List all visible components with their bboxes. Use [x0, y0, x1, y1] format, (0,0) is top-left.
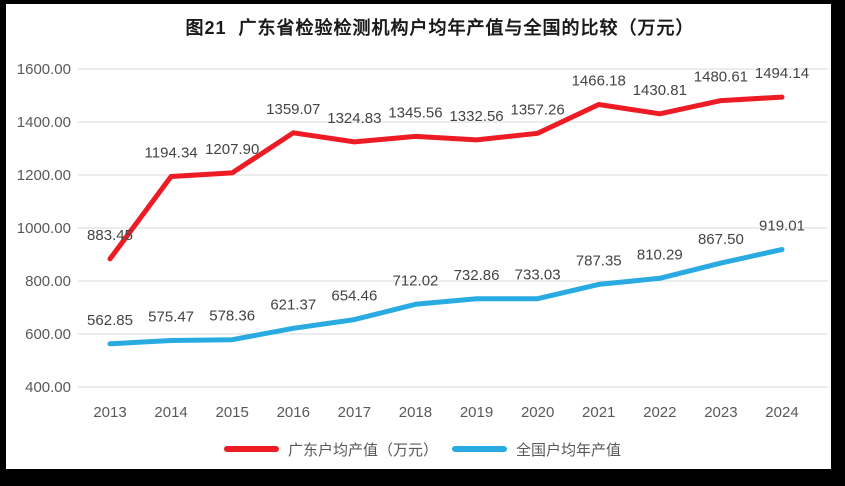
legend-label-guangdong: 广东户均产值（万元）: [287, 441, 438, 459]
legend-line-swatch-guangdong: [223, 446, 279, 452]
legend: 广东户均产值（万元） 全国户均年产值: [0, 436, 845, 462]
legend-item-guangdong: 广东户均产值（万元）: [223, 439, 438, 460]
chart-title: 图21 广东省检验检测机构户均年产值与全国的比较（万元）: [185, 18, 695, 38]
legend-label-national: 全国户均年产值: [516, 441, 622, 459]
legend-item-national: 全国户均年产值: [452, 439, 621, 460]
legend-line-swatch-national: [452, 446, 507, 452]
chart-surface: [6, 4, 831, 469]
